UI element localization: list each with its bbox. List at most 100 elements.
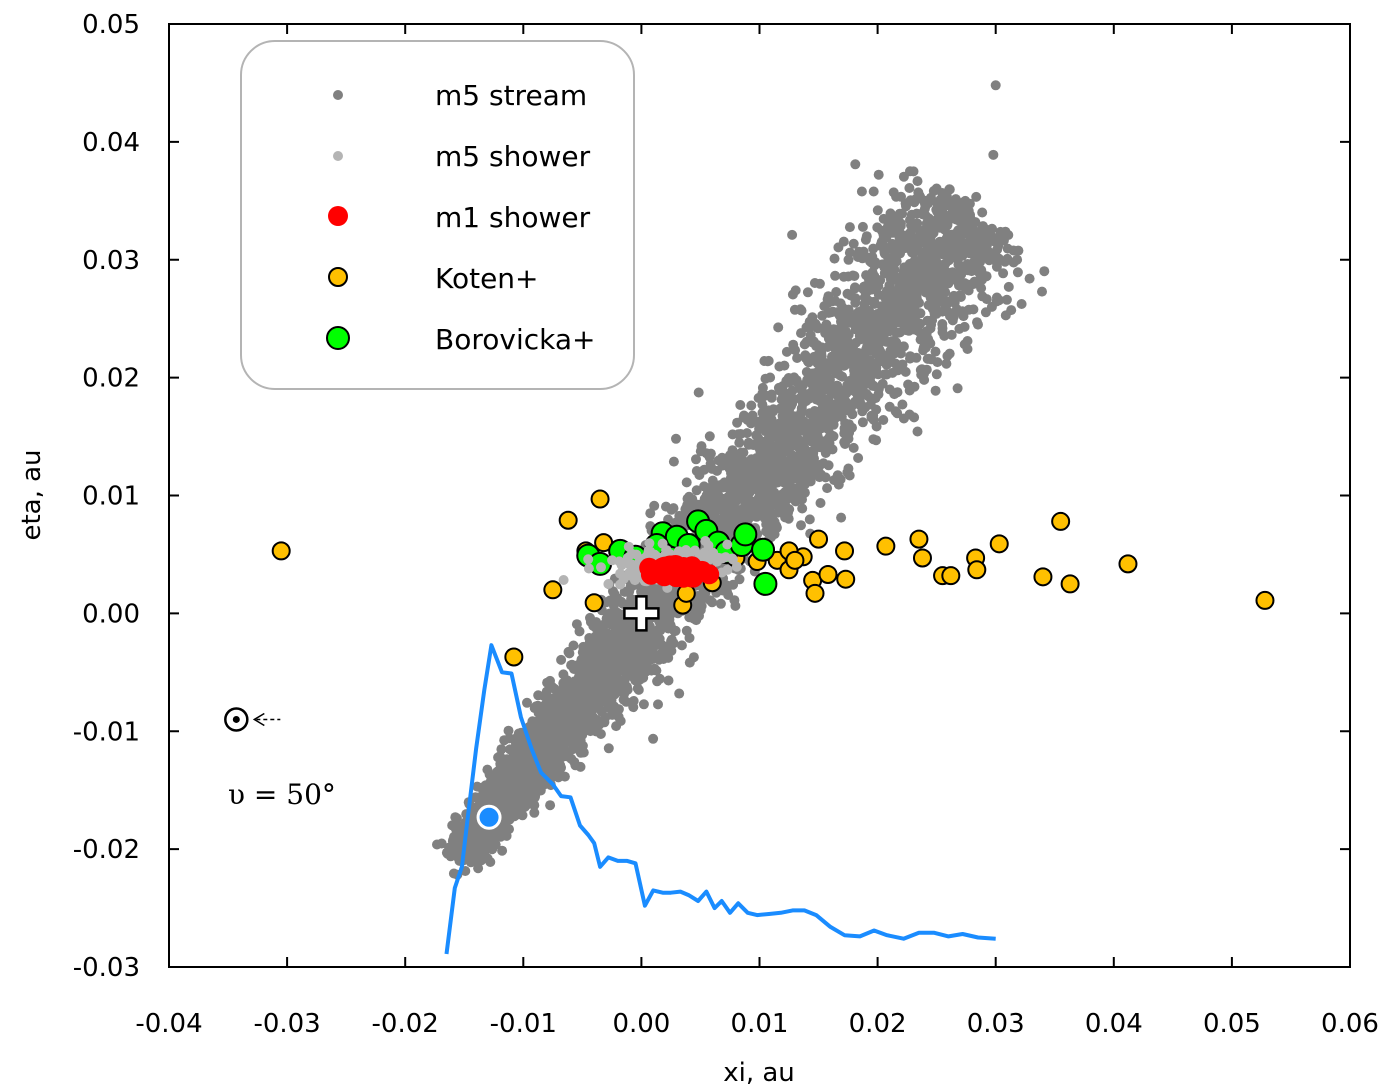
m5-stream-point	[500, 784, 511, 795]
m5-stream-point	[557, 710, 568, 720]
m5-stream-point	[822, 342, 833, 352]
m5-stream-point	[980, 307, 991, 318]
m5-stream-point	[875, 346, 886, 357]
legend-marker-m5-shower	[333, 151, 343, 161]
m5-stream-point	[727, 429, 738, 440]
koten-point	[836, 569, 856, 589]
m5-stream-point	[543, 761, 554, 772]
m5-stream-point	[1002, 253, 1013, 264]
m5-stream-point	[937, 306, 948, 317]
m5-stream-point	[830, 363, 841, 374]
m5-stream-point	[857, 417, 868, 428]
m5-shower-point	[722, 564, 733, 575]
m5-stream-point	[728, 579, 739, 590]
m5-stream-point	[841, 388, 852, 399]
m5-stream-point	[939, 330, 950, 341]
m5-stream-point	[1003, 281, 1014, 292]
m5-stream-point	[608, 600, 619, 611]
m5-stream-point	[940, 258, 951, 269]
m5-stream-point	[764, 526, 775, 537]
m5-stream-point	[796, 406, 807, 417]
m5-stream-point	[845, 350, 856, 361]
m5-stream-point	[983, 225, 994, 236]
m5-stream-point	[941, 358, 952, 369]
borovicka-point	[751, 537, 776, 562]
m5-stream-point	[594, 719, 605, 730]
m5-stream-point	[739, 456, 750, 467]
m5-stream-point	[494, 830, 505, 841]
m5-stream-point	[633, 684, 644, 695]
y-tick-label: 0.05	[82, 10, 140, 40]
m5-stream-point	[791, 483, 802, 494]
m5-stream-point	[478, 852, 489, 863]
m5-stream-point	[743, 502, 754, 513]
y-tick-label: 0.01	[82, 482, 140, 512]
m5-stream-point	[482, 764, 493, 775]
m5-stream-point	[829, 253, 840, 264]
m5-stream-point	[649, 500, 660, 511]
m5-stream-point	[990, 236, 1001, 247]
m5-stream-point	[828, 431, 839, 442]
m5-stream-point	[759, 508, 770, 518]
m5-stream-point	[881, 229, 892, 240]
legend-label-borovicka: Borovicka+	[435, 323, 595, 356]
m5-stream-point	[586, 653, 597, 664]
x-tick-label: 0.02	[849, 1009, 907, 1039]
m5-stream-point	[790, 345, 801, 356]
m5-stream-point	[665, 620, 676, 631]
m5-stream-point	[790, 376, 801, 387]
m5-stream-point	[819, 301, 830, 312]
m5-stream-point	[779, 360, 790, 371]
m5-stream-point	[567, 684, 578, 695]
koten-point	[941, 566, 961, 586]
m5-stream-point	[939, 196, 950, 207]
m5-stream-point	[927, 303, 938, 314]
m5-stream-point	[666, 504, 677, 515]
m5-stream-point	[1008, 245, 1019, 256]
m5-stream-point	[838, 315, 849, 325]
m5-stream-point	[757, 382, 768, 393]
m5-stream-point	[611, 721, 622, 732]
m5-stream-point	[883, 253, 894, 264]
m5-stream-point	[926, 253, 937, 264]
m5-stream-point	[920, 210, 931, 221]
m5-stream-point	[741, 476, 752, 487]
m5-stream-point	[655, 639, 666, 650]
m5-stream-point	[549, 683, 560, 694]
m5-stream-point	[855, 391, 866, 402]
koten-point	[967, 560, 987, 580]
m5-stream-point	[925, 323, 936, 334]
m5-stream-point	[958, 197, 969, 208]
m5-stream-point	[966, 230, 977, 241]
m5-stream-point	[783, 417, 794, 428]
m5-stream-point	[560, 729, 571, 740]
m5-shower-point	[643, 545, 654, 556]
m5-stream-point	[800, 479, 810, 490]
m5-stream-point	[730, 600, 741, 611]
m5-stream-point	[876, 307, 887, 318]
m5-stream-point	[509, 789, 520, 800]
m5-stream-point	[904, 385, 915, 396]
m5-stream-point	[1012, 267, 1023, 278]
m5-stream-point	[785, 441, 796, 452]
m5-stream-point	[535, 785, 546, 796]
m5-stream-point	[573, 672, 584, 683]
m5-stream-point	[931, 369, 942, 380]
m5-stream-point	[1001, 294, 1012, 305]
m5-stream-point	[571, 712, 582, 722]
m5-stream-point	[694, 470, 705, 480]
y-axis-title: eta, au	[17, 449, 47, 540]
m5-stream-point	[977, 207, 988, 218]
m5-stream-point	[541, 700, 552, 711]
koten-point	[785, 550, 805, 570]
m5-stream-point	[774, 385, 785, 396]
m5-stream-point	[954, 280, 964, 291]
m5-stream-point	[781, 346, 792, 357]
koten-point	[1033, 567, 1053, 587]
m5-stream-point	[842, 338, 853, 349]
m5-stream-point	[868, 296, 879, 307]
m5-shower-point	[583, 563, 594, 574]
koten-point	[543, 580, 563, 600]
m5-stream-point	[522, 697, 532, 708]
